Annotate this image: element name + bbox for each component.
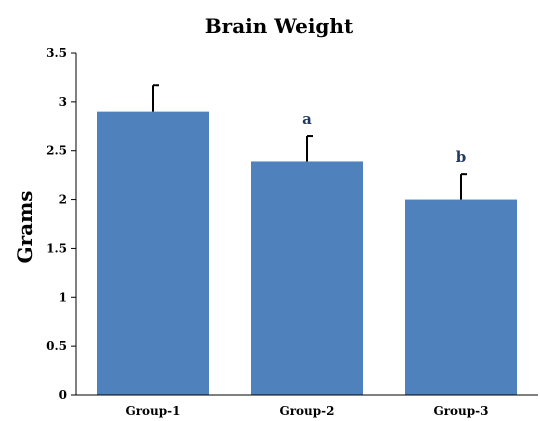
chart-title: Brain Weight <box>205 14 354 38</box>
annotations-group: ab <box>302 110 466 166</box>
y-tick-label: 2 <box>59 193 67 207</box>
y-tick-label: 3 <box>59 95 67 109</box>
x-category-label: Group-1 <box>125 404 180 418</box>
y-tick-label: 0 <box>59 388 67 402</box>
bar-group-2 <box>251 161 363 395</box>
y-axis-label: Grams <box>13 191 37 264</box>
x-category-label: Group-2 <box>279 404 334 418</box>
error-bars-group <box>152 84 467 200</box>
bar-group-1 <box>97 111 209 395</box>
significance-label: a <box>302 110 312 128</box>
bars-group <box>97 111 517 395</box>
y-tick-label: 0.5 <box>46 339 67 353</box>
y-tick-label: 2.5 <box>46 144 67 158</box>
y-tick-label: 3.5 <box>46 46 67 60</box>
y-axis-ticks: 0 0.5 1 1.5 2 2.5 3 3.5 <box>46 46 76 402</box>
bar-group-3 <box>405 199 517 395</box>
y-tick-label: 1 <box>59 290 67 304</box>
x-category-label: Group-3 <box>433 404 488 418</box>
significance-label: b <box>456 148 467 166</box>
x-axis-categories: Group-1 Group-2 Group-3 <box>125 404 488 418</box>
y-tick-label: 1.5 <box>46 241 67 255</box>
